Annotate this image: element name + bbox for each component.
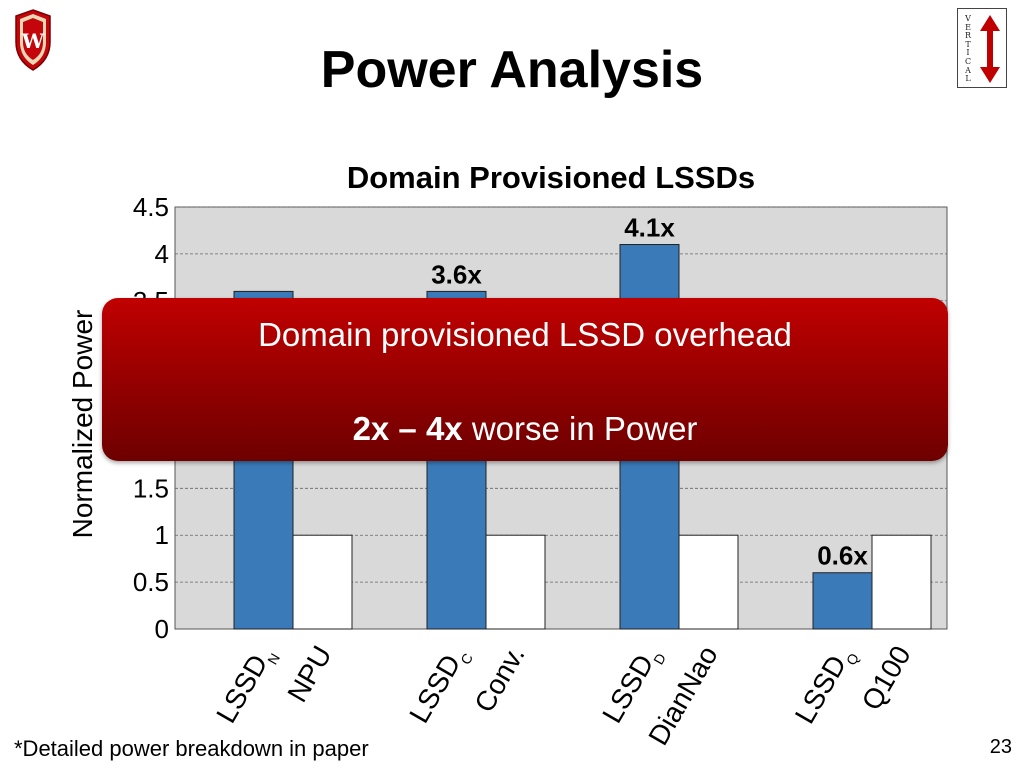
x-tick-label: Conv. xyxy=(468,641,530,718)
y-tick-label: 0 xyxy=(155,614,169,644)
callout-line-2-rest: worse in Power xyxy=(462,410,698,447)
bar-annotation: 4.1x xyxy=(624,213,675,243)
vertical-logo-letter: L xyxy=(965,74,971,84)
y-tick-label: 0.5 xyxy=(133,567,169,597)
y-tick-label: 4.5 xyxy=(133,192,169,222)
overhead-callout: Domain provisioned LSSD overhead 2x – 4x… xyxy=(102,298,948,461)
footnote: *Detailed power breakdown in paper xyxy=(14,736,369,761)
x-tick-label-main: LSSD xyxy=(403,649,466,728)
chart-title: Domain Provisioned LSSDs xyxy=(347,160,755,195)
vertical-logo-letter: A xyxy=(965,65,971,75)
bar-lssd xyxy=(812,572,873,630)
x-tick-label-main: LSSD xyxy=(596,649,659,728)
page-number: 23 xyxy=(989,736,1012,758)
vertical-logo-letter: T xyxy=(965,39,971,49)
x-tick-label: NPU xyxy=(281,641,337,708)
bar-baseline xyxy=(485,534,546,630)
x-tick-label: Q100 xyxy=(856,641,917,716)
x-tick-label: LSSDN xyxy=(210,641,283,731)
x-tick-label-main: NPU xyxy=(281,641,337,708)
y-tick-label: 4 xyxy=(155,239,169,269)
vertical-logo-letter: I xyxy=(966,48,970,58)
callout-emphasis: 2x – 4x xyxy=(352,410,463,447)
x-tick-label: LSSDC xyxy=(403,641,476,731)
callout-line-1: Domain provisioned LSSD overhead xyxy=(258,316,792,353)
x-tick-label-main: LSSD xyxy=(210,649,273,728)
x-tick-label-main: Conv. xyxy=(468,641,530,718)
x-tick-label-main: Q100 xyxy=(856,641,917,716)
bar-baseline xyxy=(871,534,932,630)
y-tick-label: 1 xyxy=(155,520,169,550)
slide-title: Power Analysis xyxy=(320,41,704,99)
bar-annotation: 3.6x xyxy=(431,259,482,289)
vertical-logo-letter: V xyxy=(965,14,971,23)
callout-line-2: 2x – 4x worse in Power xyxy=(102,410,948,448)
vertical-logo-letter: R xyxy=(964,31,972,41)
bar-baseline xyxy=(678,534,739,630)
x-tick-label: LSSDQ xyxy=(789,640,862,731)
bar-baseline xyxy=(292,534,353,630)
vertical-logo-letter: C xyxy=(964,56,972,66)
bar-annotation: 0.6x xyxy=(817,541,868,571)
y-tick-label: 1.5 xyxy=(133,473,169,503)
svg-text:W: W xyxy=(21,29,45,53)
university-crest-icon: W xyxy=(15,9,51,71)
vertical-logo-letter: E xyxy=(965,22,971,32)
x-tick-label-main: LSSD xyxy=(789,650,852,729)
double-arrow-icon xyxy=(980,15,1000,83)
y-axis-label: Normalized Power xyxy=(67,310,98,539)
